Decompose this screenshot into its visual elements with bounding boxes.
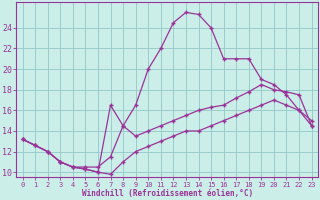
X-axis label: Windchill (Refroidissement éolien,°C): Windchill (Refroidissement éolien,°C) bbox=[82, 189, 253, 198]
